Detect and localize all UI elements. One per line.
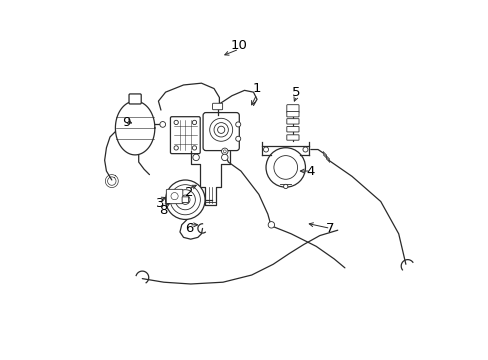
Circle shape [263, 147, 268, 152]
FancyBboxPatch shape [286, 127, 298, 132]
FancyBboxPatch shape [129, 94, 141, 104]
Circle shape [221, 154, 227, 161]
FancyBboxPatch shape [286, 135, 298, 140]
Circle shape [303, 147, 307, 152]
Text: 7: 7 [325, 222, 334, 235]
Circle shape [170, 185, 200, 215]
Text: 1: 1 [252, 82, 261, 95]
Circle shape [265, 148, 305, 187]
Circle shape [223, 150, 226, 153]
Circle shape [221, 148, 227, 154]
Circle shape [174, 146, 178, 150]
FancyBboxPatch shape [203, 113, 239, 150]
Circle shape [267, 222, 274, 228]
Text: 2: 2 [184, 186, 193, 199]
Circle shape [171, 193, 178, 200]
Circle shape [283, 184, 287, 189]
Circle shape [214, 123, 228, 137]
Circle shape [165, 180, 204, 220]
Text: 8: 8 [159, 204, 168, 217]
Circle shape [192, 154, 199, 161]
Circle shape [175, 190, 195, 210]
FancyBboxPatch shape [166, 189, 183, 204]
Text: 3: 3 [156, 197, 164, 210]
FancyBboxPatch shape [286, 112, 298, 117]
Text: 9: 9 [122, 116, 130, 129]
Circle shape [192, 120, 196, 125]
Circle shape [235, 122, 240, 127]
Circle shape [174, 120, 178, 125]
Circle shape [217, 126, 224, 134]
FancyBboxPatch shape [170, 117, 200, 154]
Circle shape [180, 195, 190, 204]
Text: 4: 4 [306, 165, 314, 177]
Text: 6: 6 [184, 222, 193, 235]
Circle shape [192, 146, 196, 150]
Text: 10: 10 [230, 39, 247, 52]
FancyBboxPatch shape [212, 103, 222, 110]
FancyBboxPatch shape [182, 197, 188, 203]
Circle shape [160, 122, 165, 127]
Text: 5: 5 [292, 86, 300, 99]
Polygon shape [115, 101, 155, 155]
FancyBboxPatch shape [286, 119, 298, 124]
Circle shape [209, 118, 232, 141]
FancyBboxPatch shape [286, 105, 298, 113]
Circle shape [273, 156, 297, 179]
Circle shape [235, 136, 240, 141]
